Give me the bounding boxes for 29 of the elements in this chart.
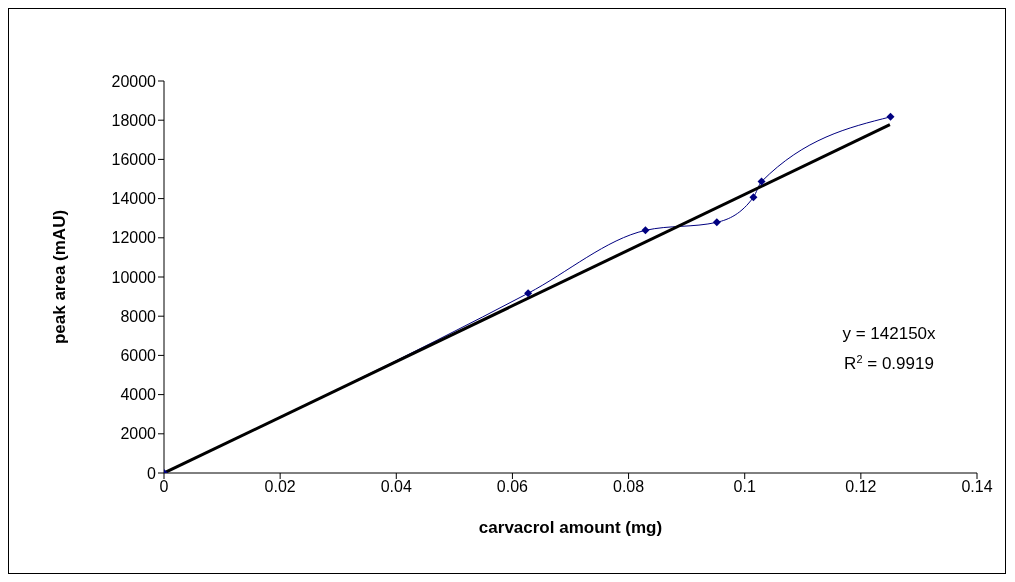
point: [712, 218, 721, 227]
point: [886, 112, 895, 121]
y-tick-label: 4000: [120, 386, 157, 404]
y-tick-label: 12000: [111, 229, 157, 247]
y-axis-title: peak area (mAU): [50, 209, 70, 345]
x-axis-title: carvacrol amount (mg): [478, 518, 663, 537]
x-tick-label: 0.04: [380, 478, 412, 496]
x-tick-label: 0.14: [961, 478, 993, 496]
x-tick-label: 0: [159, 478, 169, 496]
y-tick-label: 20000: [111, 72, 157, 90]
x-tick-label: 0.06: [496, 478, 529, 496]
point: [641, 226, 650, 235]
annotation: y = 142150x: [842, 324, 937, 343]
point: [757, 177, 766, 186]
y-tick-label: 18000: [111, 111, 157, 129]
x-tick-label: 0.02: [264, 478, 296, 496]
y-tick-label: 8000: [120, 307, 157, 325]
y-tick-label: 6000: [120, 347, 157, 365]
point: [524, 289, 533, 298]
y-tick-label: 14000: [111, 190, 157, 208]
y-tick-label: 10000: [111, 268, 157, 286]
y-tick-label: 2000: [120, 425, 157, 443]
y-tick-label: 0: [147, 464, 157, 482]
x-tick-label: 0.1: [733, 478, 756, 496]
y-tick-label: 16000: [111, 151, 157, 169]
point: [749, 193, 758, 202]
x-tick-label: 0.08: [613, 478, 645, 496]
x-tick-label: 0.12: [845, 478, 877, 496]
annotation: R$^{2}$ = 0.9919: [844, 353, 934, 373]
